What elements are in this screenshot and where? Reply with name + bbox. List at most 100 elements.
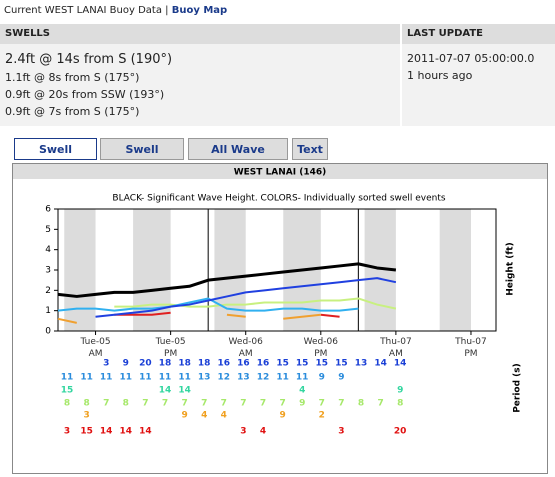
period-value: 12 [218,373,231,383]
primary-swell: 2.4ft @ 14s from S (190°) [5,52,173,67]
period-value: 2 [319,411,325,421]
y-tick-label: 1 [45,306,51,316]
period-value: 14 [159,386,172,396]
period-value: 9 [123,359,129,369]
period-value: 7 [377,399,383,409]
period-value: 14 [178,386,191,396]
period-value: 9 [299,399,305,409]
period-value: 7 [142,399,148,409]
period-value: 11 [80,373,93,383]
tab[interactable]: Swell Heights [14,138,97,178]
period-value: 15 [335,359,348,369]
period-value: 14 [394,359,407,369]
period-value: 7 [279,399,285,409]
period-value: 4 [221,411,227,421]
x-tick-label: Tue-05 AM [80,337,111,359]
y-tick-label: 0 [45,327,51,337]
period-value: 11 [139,373,152,383]
x-tick-label: Thu-07 AM [380,337,412,359]
tab[interactable]: All Wave Periods [188,138,288,178]
period-value: 7 [319,399,325,409]
update-ago: 1 hours ago [407,69,473,82]
period-value: 4 [260,427,266,437]
period-value: 15 [80,427,93,437]
tab[interactable]: Text [292,138,328,160]
period-value: 8 [123,399,129,409]
period-value: 14 [139,427,152,437]
period-value: 3 [83,411,89,421]
period-value: 9 [338,373,344,383]
night-band [64,209,96,331]
period-value: 13 [198,373,211,383]
page-title: Current WEST LANAI Buoy Data [4,5,162,16]
y-axis-label: Height (ft) [506,242,516,295]
series-line [114,297,397,310]
period-value: 12 [257,373,270,383]
period-value: 13 [237,373,250,383]
night-band [439,209,471,331]
swells-cell: SWELLS 2.4ft @ 14s from S (190°) 1.1ft @… [0,24,400,126]
buoy-map-link[interactable]: Buoy Map [171,5,228,16]
period-value: 16 [218,359,231,369]
period-value: 15 [276,359,289,369]
period-value: 7 [103,399,109,409]
y-tick-label: 5 [45,225,51,235]
period-value: 11 [296,373,309,383]
period-value: 7 [260,399,266,409]
period-value: 9 [279,411,285,421]
period-value: 14 [100,427,113,437]
period-value: 13 [355,359,368,369]
period-value: 11 [276,373,289,383]
y-tick-label: 3 [45,266,51,276]
chart-subtitle: BLACK- Significant Wave Height. COLORS- … [112,194,445,204]
period-value: 15 [316,359,329,369]
period-value: 9 [319,373,325,383]
period-value: 9 [397,386,403,396]
tab[interactable]: Swell Periods [100,138,184,178]
period-value: 20 [394,427,407,437]
period-value: 16 [257,359,270,369]
swell-line: 1.1ft @ 8s from S (175°) [5,71,140,84]
title-bar [13,164,547,179]
period-value: 7 [181,399,187,409]
period-value: 11 [61,373,74,383]
period-value: 15 [296,359,309,369]
period-value: 11 [178,373,191,383]
night-band [214,209,246,331]
period-value: 11 [100,373,113,383]
chart-box: WEST LANAI (146) BLACK- Significant Wave… [12,163,548,474]
period-value: 9 [181,411,187,421]
period-value: 7 [338,399,344,409]
period-value: 4 [299,386,305,396]
period-value: 18 [178,359,191,369]
chart: WEST LANAI (146) BLACK- Significant Wave… [13,164,547,437]
period-value: 7 [201,399,207,409]
period-value: 3 [240,427,246,437]
x-tick-label: Wed-06 AM [228,337,263,359]
period-value: 8 [358,399,364,409]
period-value: 7 [162,399,168,409]
update-cell: LAST UPDATE 2011-07-07 05:00:00.0 1 hour… [402,24,555,126]
period-value: 3 [64,427,70,437]
period-value: 11 [120,373,133,383]
x-tick-label: Wed-06 PM [303,337,338,359]
period-value: 18 [198,359,211,369]
swell-table: SWELLS 2.4ft @ 14s from S (190°) 1.1ft @… [0,24,555,126]
column-header: LAST UPDATE [402,24,555,44]
y-tick-label: 2 [45,286,51,296]
y-tick-label: 4 [45,245,51,255]
header: Current WEST LANAI Buoy Data | Buoy Map [4,5,227,16]
period-value: 3 [338,427,344,437]
period-value: 7 [240,399,246,409]
period-value: 16 [237,359,250,369]
period-value: 15 [61,386,74,396]
x-tick-label: Tue-05 PM [155,337,186,359]
separator: | [165,5,169,16]
period-value: 11 [159,373,172,383]
chart-title: WEST LANAI (146) [234,168,327,178]
series-line [95,277,397,318]
period-value: 8 [64,399,70,409]
series-line [114,311,340,318]
